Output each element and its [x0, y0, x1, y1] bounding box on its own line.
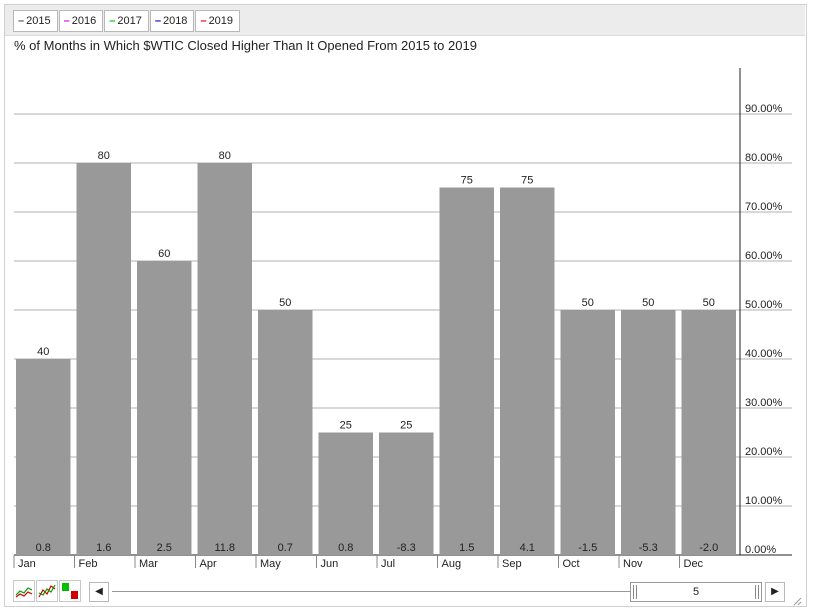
legend-swatch: –: [18, 15, 25, 27]
y-tick-label: 10.00%: [745, 495, 783, 507]
x-tick-label: Dec: [684, 558, 704, 570]
bar: [681, 310, 736, 555]
bar-value-label: 50: [582, 297, 594, 309]
x-tick-label: Sep: [502, 558, 522, 570]
bar-value-label: 50: [642, 297, 654, 309]
y-tick-label: 20.00%: [745, 446, 783, 458]
avg-change-label: 0.8: [36, 542, 51, 554]
slider-next-button[interactable]: ▶: [765, 582, 785, 602]
legend: –2015–2016–2017–2018–2019: [13, 10, 241, 32]
y-tick-label: 90.00%: [745, 103, 783, 115]
avg-change-label: -2.0: [699, 542, 718, 554]
bar-value-label: 60: [158, 248, 170, 260]
bar-value-label: 80: [219, 150, 231, 162]
x-tick-label: May: [260, 558, 281, 570]
legend-label: 2016: [71, 15, 97, 27]
x-tick-label: Jun: [321, 558, 339, 570]
bar-value-label: 25: [400, 420, 412, 432]
x-tick-label: Jul: [381, 558, 395, 570]
legend-item-2015[interactable]: –2015: [13, 10, 58, 32]
x-tick-label: Apr: [200, 558, 217, 570]
bar-value-label: 80: [98, 150, 110, 162]
avg-change-label: -1.5: [578, 542, 597, 554]
y-tick-label: 70.00%: [745, 201, 783, 213]
bar-chart-icon[interactable]: [59, 580, 81, 602]
y-tick-label: 80.00%: [745, 152, 783, 164]
range-slider-thumb[interactable]: 5: [630, 582, 762, 602]
bar-value-label: 40: [37, 346, 49, 358]
resize-grip-icon[interactable]: [792, 596, 802, 606]
avg-change-label: 1.6: [96, 542, 111, 554]
avg-change-label: 0.8: [338, 542, 353, 554]
bar: [439, 187, 494, 555]
bar-value-label: 50: [703, 297, 715, 309]
bar: [318, 432, 373, 555]
legend-label: 2017: [117, 15, 142, 27]
bar: [500, 187, 555, 555]
legend-item-2018[interactable]: –2018: [149, 10, 195, 32]
y-tick-label: 30.00%: [745, 397, 783, 409]
bar-value-label: 50: [279, 297, 291, 309]
avg-change-label: -5.3: [639, 542, 658, 554]
bar: [197, 163, 252, 555]
avg-change-label: 4.1: [520, 542, 535, 554]
bar: [560, 310, 615, 555]
bar: [379, 432, 434, 555]
avg-change-label: -8.3: [397, 542, 416, 554]
slider-prev-button[interactable]: ◀: [89, 582, 109, 602]
bar-value-label: 75: [461, 175, 473, 187]
bar-value-label: 25: [340, 420, 352, 432]
avg-change-label: 0.7: [278, 542, 293, 554]
bar: [76, 163, 131, 555]
avg-change-label: 2.5: [157, 542, 172, 554]
line-chart-icon[interactable]: [13, 580, 35, 602]
legend-swatch: –: [63, 15, 70, 27]
y-tick-label: 50.00%: [745, 299, 783, 311]
bar-value-label: 75: [521, 175, 533, 187]
legend-swatch: –: [109, 15, 116, 27]
x-tick-label: Nov: [623, 558, 643, 570]
chart-title: % of Months in Which $WTIC Closed Higher…: [14, 38, 477, 53]
legend-label: 2015: [26, 15, 51, 27]
avg-change-label: 1.5: [459, 542, 474, 554]
legend-label: 2019: [208, 15, 234, 27]
x-tick-label: Oct: [563, 558, 580, 570]
range-slider-track[interactable]: [112, 591, 760, 592]
bar: [621, 310, 676, 555]
legend-swatch: –: [200, 15, 207, 27]
bar: [16, 359, 71, 555]
legend-label: 2018: [162, 15, 188, 27]
x-tick-label: Aug: [442, 558, 462, 570]
x-tick-label: Feb: [79, 558, 98, 570]
legend-item-2016[interactable]: –2016: [58, 10, 104, 32]
x-tick-label: Jan: [18, 558, 36, 570]
y-tick-label: 40.00%: [745, 348, 783, 360]
legend-item-2019[interactable]: –2019: [195, 10, 241, 32]
avg-change-label: 11.8: [214, 542, 235, 554]
y-tick-label: 60.00%: [745, 250, 783, 262]
y-tick-label: 0.00%: [745, 544, 776, 556]
bar: [137, 261, 192, 555]
multi-line-chart-icon[interactable]: [36, 580, 58, 602]
x-tick-label: Mar: [139, 558, 158, 570]
bar: [258, 310, 313, 555]
legend-swatch: –: [154, 15, 161, 27]
legend-item-2017[interactable]: –2017: [104, 10, 149, 32]
